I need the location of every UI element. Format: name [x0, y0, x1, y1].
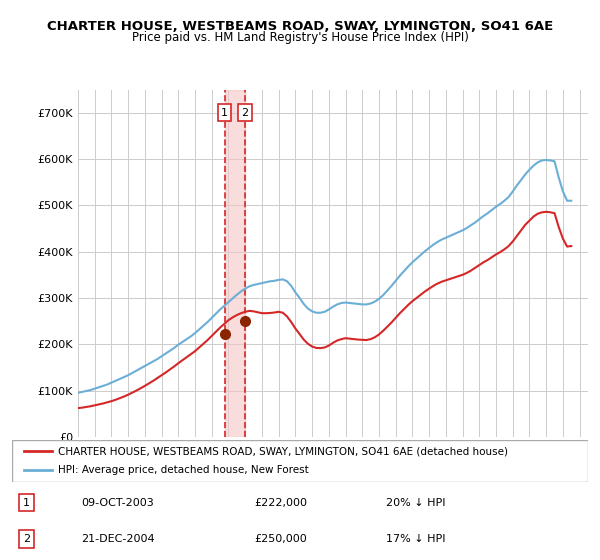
Text: 17% ↓ HPI: 17% ↓ HPI: [386, 534, 446, 544]
Text: 1: 1: [23, 498, 30, 507]
Text: 1: 1: [221, 108, 228, 118]
Text: £250,000: £250,000: [254, 534, 307, 544]
Text: HPI: Average price, detached house, New Forest: HPI: Average price, detached house, New …: [58, 465, 309, 475]
Text: 2: 2: [241, 108, 248, 118]
Text: 2: 2: [23, 534, 30, 544]
FancyBboxPatch shape: [12, 440, 588, 482]
Text: CHARTER HOUSE, WESTBEAMS ROAD, SWAY, LYMINGTON, SO41 6AE (detached house): CHARTER HOUSE, WESTBEAMS ROAD, SWAY, LYM…: [58, 446, 508, 456]
Text: 09-OCT-2003: 09-OCT-2003: [81, 498, 154, 507]
Text: Price paid vs. HM Land Registry's House Price Index (HPI): Price paid vs. HM Land Registry's House …: [131, 31, 469, 44]
Text: £222,000: £222,000: [254, 498, 307, 507]
Text: 21-DEC-2004: 21-DEC-2004: [81, 534, 155, 544]
Text: 20% ↓ HPI: 20% ↓ HPI: [386, 498, 446, 507]
Text: CHARTER HOUSE, WESTBEAMS ROAD, SWAY, LYMINGTON, SO41 6AE: CHARTER HOUSE, WESTBEAMS ROAD, SWAY, LYM…: [47, 20, 553, 32]
Bar: [224, 90, 245, 437]
